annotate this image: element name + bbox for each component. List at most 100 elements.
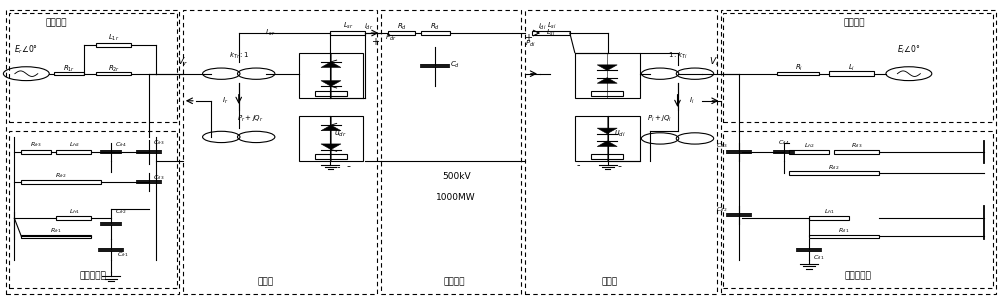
- Text: +: +: [524, 33, 532, 43]
- Text: $I_r$: $I_r$: [222, 96, 229, 106]
- Text: -: -: [576, 161, 580, 171]
- Polygon shape: [321, 62, 341, 67]
- Text: $L_{1r}$: $L_{1r}$: [108, 33, 120, 43]
- Text: $R_{fi3}$: $R_{fi3}$: [851, 141, 863, 150]
- Bar: [96, 43, 131, 47]
- Text: -: -: [337, 162, 340, 172]
- Text: $C_d$: $C_d$: [450, 60, 460, 70]
- Bar: [299, 53, 363, 98]
- Text: $L_{fr1}$: $L_{fr1}$: [69, 207, 80, 216]
- Bar: [789, 150, 829, 154]
- Text: $i_{dr}$: $i_{dr}$: [364, 22, 373, 32]
- Bar: [54, 72, 84, 75]
- Text: 交流滤波器: 交流滤波器: [80, 271, 107, 280]
- Polygon shape: [597, 128, 617, 134]
- Bar: [421, 31, 450, 35]
- Bar: [388, 31, 415, 35]
- Text: 整流站: 整流站: [258, 277, 274, 286]
- Text: 逆变站: 逆变站: [602, 277, 618, 286]
- Bar: [829, 71, 874, 76]
- Text: $C_{fi4}$: $C_{fi4}$: [778, 139, 790, 147]
- Bar: [96, 72, 131, 75]
- Text: $R_{2r}$: $R_{2r}$: [108, 64, 120, 74]
- Text: $L_{fr2}$: $L_{fr2}$: [69, 140, 80, 149]
- Text: $L_{fi1}$: $L_{fi1}$: [824, 207, 834, 216]
- Text: $C_{fr2}$: $C_{fr2}$: [115, 207, 127, 216]
- Bar: [721, 10, 996, 294]
- Text: 送端电网: 送端电网: [45, 18, 67, 27]
- Text: $L_{sr}$: $L_{sr}$: [343, 21, 354, 31]
- Bar: [525, 10, 717, 294]
- Bar: [381, 10, 521, 294]
- Text: $R_{fr3}$: $R_{fr3}$: [30, 140, 42, 149]
- Text: $R_{fi2}$: $R_{fi2}$: [828, 163, 840, 171]
- Bar: [575, 116, 640, 161]
- Text: $R_d$: $R_d$: [397, 22, 407, 32]
- Text: $R_d$: $R_d$: [430, 22, 440, 32]
- Bar: [723, 13, 993, 122]
- Bar: [183, 10, 377, 294]
- Bar: [575, 53, 640, 98]
- Text: $C_{fi3}$: $C_{fi3}$: [716, 142, 727, 150]
- Bar: [299, 116, 363, 161]
- Bar: [777, 72, 819, 75]
- Text: $L_{fi2}$: $L_{fi2}$: [804, 141, 814, 150]
- Text: $R_{1r}$: $R_{1r}$: [63, 64, 75, 74]
- Text: $V_i$: $V_i$: [709, 55, 719, 68]
- Text: $u_{di}$: $u_{di}$: [614, 129, 626, 139]
- Bar: [723, 131, 993, 288]
- Bar: [315, 91, 347, 95]
- Bar: [834, 150, 879, 154]
- Text: $R_{fi1}$: $R_{fi1}$: [838, 226, 850, 235]
- Text: $R_{fr2}$: $R_{fr2}$: [55, 171, 67, 180]
- Bar: [591, 154, 623, 159]
- Polygon shape: [597, 141, 617, 147]
- Bar: [21, 150, 51, 154]
- Text: $P_{di}$: $P_{di}$: [525, 39, 535, 49]
- Bar: [789, 171, 879, 175]
- Bar: [21, 180, 101, 184]
- Text: $E_i\angle0°$: $E_i\angle0°$: [897, 43, 921, 56]
- Bar: [56, 150, 91, 154]
- Text: 1000MW: 1000MW: [436, 193, 476, 202]
- Bar: [6, 10, 179, 294]
- Text: $C_{fi2}$: $C_{fi2}$: [716, 205, 727, 214]
- Bar: [315, 154, 347, 159]
- Bar: [9, 131, 177, 288]
- Text: $C_{fr1}$: $C_{fr1}$: [117, 250, 129, 259]
- Text: $R_{fr1}$: $R_{fr1}$: [50, 226, 62, 235]
- Text: $C_{fr3}$: $C_{fr3}$: [153, 139, 165, 147]
- Bar: [21, 234, 91, 238]
- Text: 受端电网: 受端电网: [843, 18, 865, 27]
- Text: $1:k_{Ti}$: $1:k_{Ti}$: [668, 50, 687, 61]
- Polygon shape: [321, 144, 341, 150]
- Text: $R_i$: $R_i$: [795, 63, 803, 73]
- Text: $C_{fi3}$: $C_{fi3}$: [153, 173, 165, 182]
- Text: -: -: [346, 161, 350, 171]
- Bar: [809, 216, 849, 220]
- Bar: [330, 31, 365, 36]
- Text: $L_i$: $L_i$: [848, 63, 856, 73]
- Text: $L_{sr}$: $L_{sr}$: [265, 28, 276, 38]
- Text: $k_{Tr}:1$: $k_{Tr}:1$: [229, 50, 249, 61]
- Text: 直流线路: 直流线路: [443, 277, 465, 286]
- Text: $i_{di}$: $i_{di}$: [538, 22, 546, 32]
- Text: $P_r+jQ_r$: $P_r+jQ_r$: [237, 114, 264, 124]
- Text: +: +: [371, 37, 379, 47]
- Polygon shape: [321, 81, 341, 86]
- Text: $L_{si}$: $L_{si}$: [547, 21, 557, 31]
- Polygon shape: [321, 125, 341, 131]
- Text: $E_r\angle0°$: $E_r\angle0°$: [14, 43, 38, 56]
- Text: $V_r$: $V_r$: [177, 55, 188, 68]
- Bar: [9, 13, 177, 122]
- Text: $u_{dr}$: $u_{dr}$: [334, 129, 347, 139]
- Text: $P_{dr}$: $P_{dr}$: [385, 33, 396, 43]
- Bar: [532, 31, 570, 36]
- Text: $P_i+jQ_i$: $P_i+jQ_i$: [647, 114, 672, 124]
- Text: $C_{fi1}$: $C_{fi1}$: [813, 253, 825, 262]
- Text: -: -: [618, 161, 622, 171]
- Bar: [591, 91, 623, 95]
- Text: $I_i$: $I_i$: [689, 96, 695, 106]
- Text: $C_{fr4}$: $C_{fr4}$: [115, 140, 127, 149]
- Text: 交流滤波器: 交流滤波器: [845, 271, 871, 280]
